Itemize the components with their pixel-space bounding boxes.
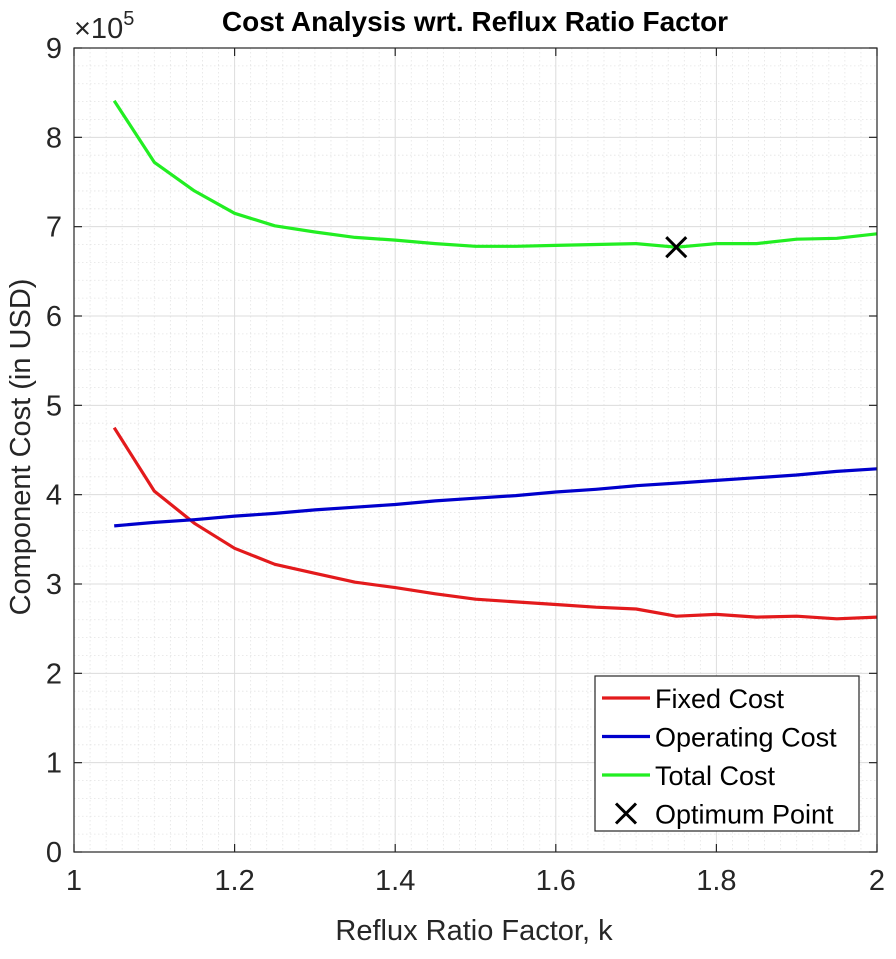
- y-tick-label: 7: [46, 212, 62, 244]
- legend-x-stroke: [614, 802, 638, 825]
- y-exponent-label: ×105: [74, 8, 134, 45]
- chart-title: Cost Analysis wrt. Reflux Ratio Factor: [222, 6, 728, 37]
- y-tick-label: 8: [46, 122, 62, 154]
- x-tick-labels: 1 1.2 1.4 1.6 1.8 2: [66, 865, 885, 897]
- minor-grid: [74, 48, 877, 852]
- x-tick-label: 2: [869, 865, 885, 897]
- y-tick-label: 1: [46, 748, 62, 780]
- legend-items: Fixed Cost Operating Cost Total Cost Optimu…: [602, 684, 837, 830]
- series-line-total-cost: [112, 99, 878, 249]
- y-tick-label: 6: [46, 301, 62, 333]
- y-tick-label: 2: [46, 658, 62, 690]
- legend-label-operating-cost: Operating Cost: [655, 723, 837, 753]
- y-tick-labels: 0 1 2 3 4 5 6 7 8 9: [46, 33, 62, 869]
- x-tick-label: 1: [66, 865, 82, 897]
- y-tick-label: 9: [46, 33, 62, 65]
- legend-swatch-optimum-point: [614, 802, 638, 825]
- y-tick-label: 0: [46, 837, 62, 869]
- x-axis-label: Reflux Ratio Factor, k: [335, 915, 613, 947]
- optimum-point-marker: [665, 236, 688, 259]
- legend: Fixed Cost Operating Cost Total Cost Optimu…: [594, 675, 860, 832]
- x-tick-label: 1.6: [536, 865, 576, 897]
- legend-label-fixed-cost: Fixed Cost: [655, 684, 785, 714]
- legend-label-optimum-point: Optimum Point: [655, 800, 834, 830]
- series-line-operating-cost: [114, 467, 878, 528]
- y-exponent-power: 5: [123, 8, 134, 30]
- x-tick-label: 1.4: [375, 865, 415, 897]
- axes-box: [73, 47, 878, 853]
- y-tick-label: 5: [46, 390, 62, 422]
- optimum-marker-stroke: [665, 236, 688, 259]
- y-exponent-base: ×10: [74, 13, 123, 45]
- legend-label-total-cost: Total Cost: [655, 761, 776, 791]
- tick-layer: [73, 47, 878, 853]
- marker-layer: [665, 236, 688, 259]
- series-layer: [112, 99, 878, 621]
- x-tick-label: 1.8: [696, 865, 736, 897]
- y-tick-label: 3: [46, 569, 62, 601]
- x-tick-label: 1.2: [214, 865, 254, 897]
- y-tick-label: 4: [46, 480, 62, 512]
- legend-box: [594, 675, 860, 832]
- series-line-fixed-cost: [112, 426, 878, 621]
- y-axis-label: Component Cost (in USD): [5, 279, 37, 616]
